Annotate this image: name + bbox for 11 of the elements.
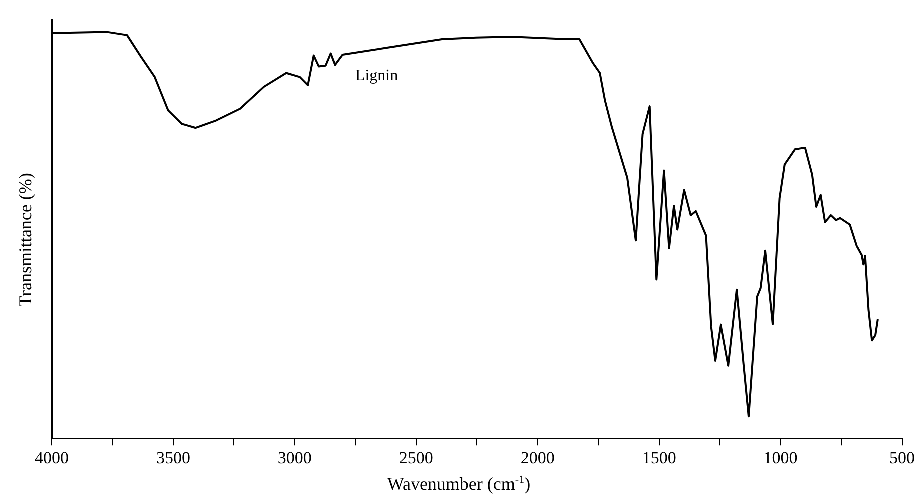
x-tick-label: 2000 xyxy=(520,448,555,468)
x-tick-label: 1500 xyxy=(642,448,676,468)
x-tick-label: 3000 xyxy=(278,448,312,468)
x-tick-label: 500 xyxy=(890,448,915,468)
series-label: Lignin xyxy=(355,68,398,85)
x-tick-label: 4000 xyxy=(35,448,69,468)
x-tick-label: 2500 xyxy=(399,448,434,468)
x-axis-title: Wavenumber (cm$^{-1}$) xyxy=(386,474,532,495)
x-tick-label: 3500 xyxy=(156,448,190,468)
x-tick-label: 1000 xyxy=(764,448,798,468)
y-axis-title: Transmittance (%) xyxy=(16,173,36,307)
